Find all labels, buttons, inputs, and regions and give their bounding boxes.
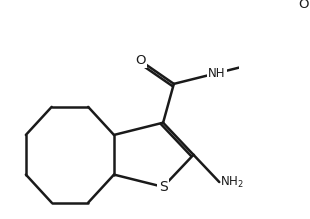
Text: O: O [135,54,145,67]
Text: S: S [159,180,167,194]
Text: NH: NH [208,67,226,79]
Text: O: O [298,0,309,11]
Text: NH$_2$: NH$_2$ [220,175,244,190]
